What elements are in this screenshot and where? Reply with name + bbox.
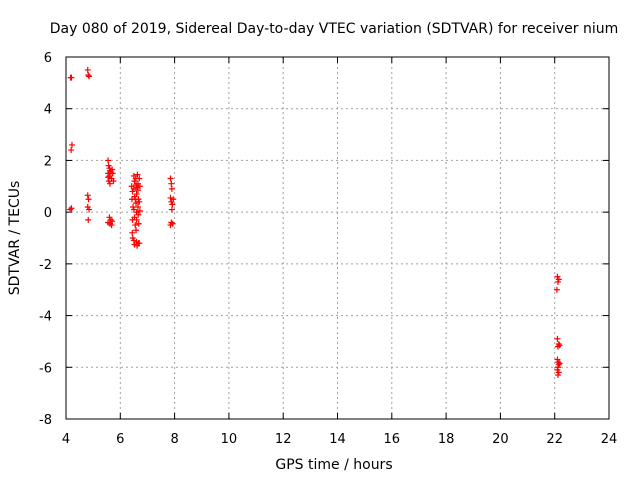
data-point (556, 360, 563, 367)
data-point (168, 180, 175, 187)
y-tick-label: -6 (39, 361, 52, 376)
x-tick-label: 6 (116, 432, 124, 447)
data-point (68, 147, 75, 154)
data-point (134, 203, 141, 210)
data-point (555, 276, 562, 283)
x-tick-label: 18 (438, 432, 455, 447)
data-point (129, 229, 136, 236)
data-point (168, 206, 175, 213)
y-axis-label: SDTVAR / TECUs (7, 181, 23, 296)
data-point (110, 178, 117, 185)
y-tick-label: 0 (44, 206, 52, 221)
data-point (86, 206, 93, 213)
data-point (105, 174, 112, 181)
y-tick-label: 4 (44, 103, 52, 118)
x-tick-label: 20 (492, 432, 509, 447)
data-point (68, 74, 75, 81)
data-point (109, 170, 116, 177)
data-point (68, 205, 75, 212)
data-point (84, 66, 91, 73)
y-tick-label: -2 (39, 258, 52, 273)
x-tick-label: 22 (546, 432, 563, 447)
data-point (134, 171, 141, 178)
data-point (136, 207, 143, 214)
x-tick-label: 4 (62, 432, 70, 447)
data-point (554, 372, 561, 379)
y-tick-label: 6 (44, 51, 52, 66)
data-point (136, 183, 143, 190)
x-tick-labels: 4 6 8 10 12 14 16 18 20 22 24 (62, 432, 617, 447)
data-point (133, 227, 140, 234)
data-point (554, 335, 561, 342)
y-tick-label: -4 (39, 310, 52, 325)
data-point (67, 206, 74, 213)
data-point (169, 201, 176, 208)
data-point (136, 198, 143, 205)
y-tick-label: -8 (39, 413, 52, 428)
data-point (85, 196, 92, 203)
x-axis-label: GPS time / hours (275, 457, 392, 473)
data-point (553, 286, 560, 293)
data-point (85, 72, 92, 79)
data-points (67, 66, 563, 379)
data-point (109, 218, 116, 225)
data-point (130, 185, 137, 192)
data-point (86, 73, 93, 80)
data-point (167, 194, 174, 201)
chart-title: Day 080 of 2019, Sidereal Day-to-day VTE… (50, 21, 619, 37)
x-tick-label: 24 (601, 432, 618, 447)
data-point (134, 184, 141, 191)
data-point (68, 141, 75, 148)
data-point (133, 200, 140, 207)
series-sdtvar (67, 66, 563, 379)
x-tick-label: 12 (275, 432, 292, 447)
data-point (556, 342, 563, 349)
data-point (136, 240, 143, 247)
data-point (132, 196, 139, 203)
data-point (105, 157, 112, 164)
data-point (84, 192, 91, 199)
data-point (106, 180, 113, 187)
data-point (133, 216, 140, 223)
data-point (167, 175, 174, 182)
data-point (169, 220, 176, 227)
data-point (85, 216, 92, 223)
data-point (132, 222, 139, 229)
axis-ticks (65, 56, 610, 420)
y-tick-labels: -8 -6 -4 -2 0 2 4 6 (39, 51, 52, 428)
data-point (133, 191, 140, 198)
data-point (168, 185, 175, 192)
data-point (135, 220, 142, 227)
x-tick-label: 16 (384, 432, 401, 447)
grid-lines (66, 57, 609, 419)
data-point (135, 211, 142, 218)
data-point (170, 196, 177, 203)
x-tick-label: 8 (170, 432, 178, 447)
x-tick-label: 14 (329, 432, 346, 447)
x-tick-label: 10 (221, 432, 238, 447)
data-point (136, 175, 143, 182)
y-tick-label: 2 (44, 154, 52, 169)
